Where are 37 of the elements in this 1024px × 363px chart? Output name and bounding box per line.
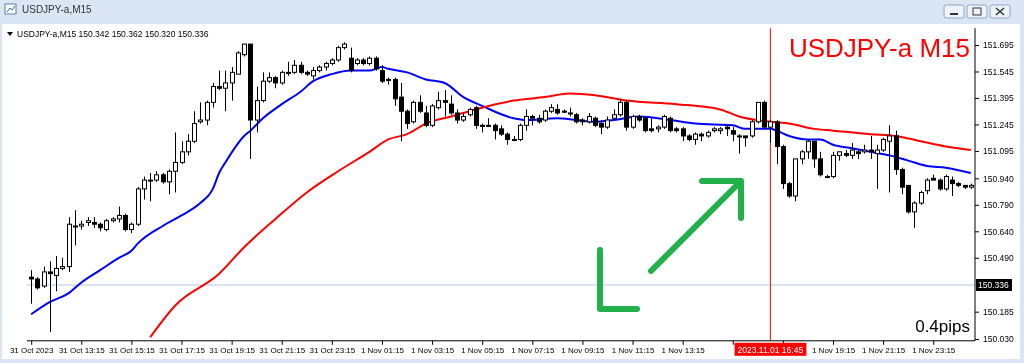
- y-tick-label: 150.490: [983, 253, 1014, 264]
- x-tick-label: 1 Nov 07:15: [511, 345, 555, 355]
- x-tick-label: 31 Oct 2023: [9, 345, 55, 355]
- y-tick-label: 151.395: [983, 93, 1014, 104]
- x-tick-label: 1 Nov 19:15: [811, 345, 856, 355]
- x-tick-label: 31 Oct 19:15: [209, 345, 256, 355]
- x-tick-label: 31 Oct 23:15: [309, 345, 356, 355]
- y-tick-label: 150.790: [983, 200, 1014, 211]
- x-tick-label: 31 Oct 17:15: [159, 345, 206, 355]
- x-tick-label: 1 Nov 21:15: [862, 345, 906, 355]
- x-tick-label: 1 Nov 23:15: [912, 345, 956, 355]
- y-tick-label: 151.245: [983, 119, 1014, 130]
- x-tick-label: 31 Oct 21:15: [259, 345, 306, 355]
- y-tick-label: 151.545: [983, 66, 1014, 77]
- line-series: [149, 92, 972, 339]
- x-tick-label: 1 Nov 11:15: [611, 345, 655, 355]
- x-tick-label: 1 Nov 03:15: [411, 345, 455, 355]
- y-tick-label: 150.030: [983, 334, 1014, 345]
- candlestick: [198, 101, 203, 125]
- y-tick-label: 150.640: [983, 226, 1014, 237]
- candlestick: [443, 89, 448, 118]
- x-tick-label: 31 Oct 13:15: [58, 345, 106, 355]
- x-tick-label: 31 Oct 15:15: [109, 345, 156, 355]
- text: USDJPY-a,M15: [22, 4, 93, 15]
- x-tick-label: 1 Nov 09:15: [561, 345, 606, 355]
- x-tick-label: 1 Nov 05:15: [461, 345, 505, 355]
- ref-line-label: 150.336: [978, 279, 1009, 290]
- y-tick-label: 150.940: [983, 173, 1014, 184]
- chart-title: USDJPY-a M15: [788, 33, 970, 63]
- ref-line-label: 2023.11.01 16:45: [737, 344, 804, 355]
- x-tick-label: 1 Nov 13:15: [661, 345, 706, 355]
- y-tick-label: 150.185: [983, 306, 1014, 317]
- y-tick-label: 151.095: [983, 146, 1014, 157]
- x-tick-label: 1 Nov 01:15: [360, 345, 405, 355]
- annotation: 0.4pips: [915, 317, 970, 336]
- y-tick-label: 151.695: [983, 40, 1014, 51]
- annotation: USDJPY-a,M15 150.342 150.362 150.320 150.336: [17, 29, 209, 39]
